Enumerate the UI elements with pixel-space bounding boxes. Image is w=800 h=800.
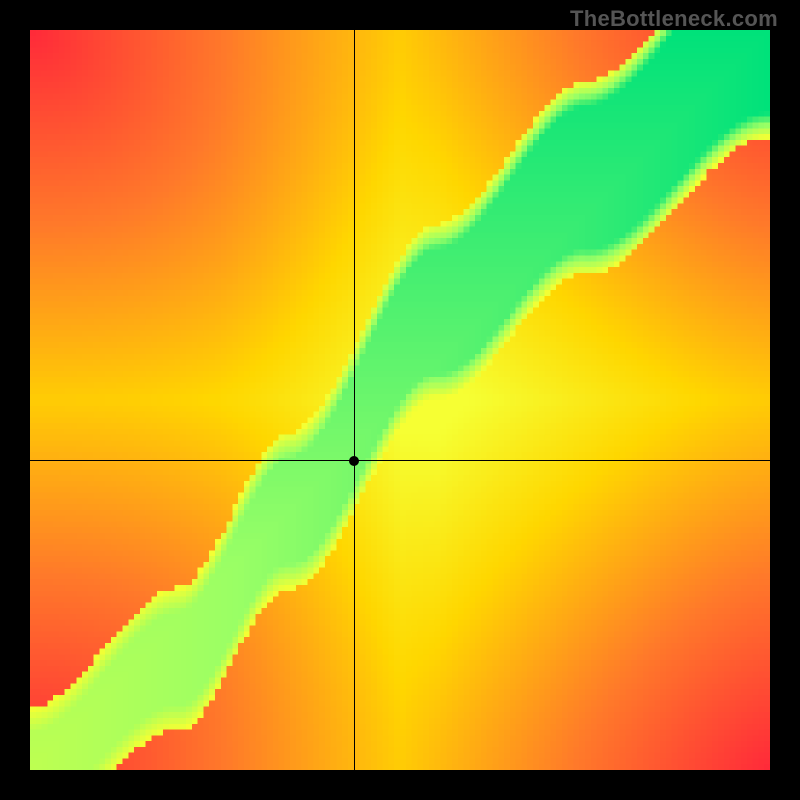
- frame-right: [770, 0, 800, 800]
- crosshair-horizontal: [30, 460, 770, 461]
- frame-bottom: [0, 770, 800, 800]
- frame-left: [0, 0, 30, 800]
- crosshair-dot: [349, 456, 359, 466]
- watermark-label: TheBottleneck.com: [570, 6, 778, 32]
- crosshair-vertical: [354, 30, 355, 770]
- bottleneck-heatmap: [30, 30, 770, 770]
